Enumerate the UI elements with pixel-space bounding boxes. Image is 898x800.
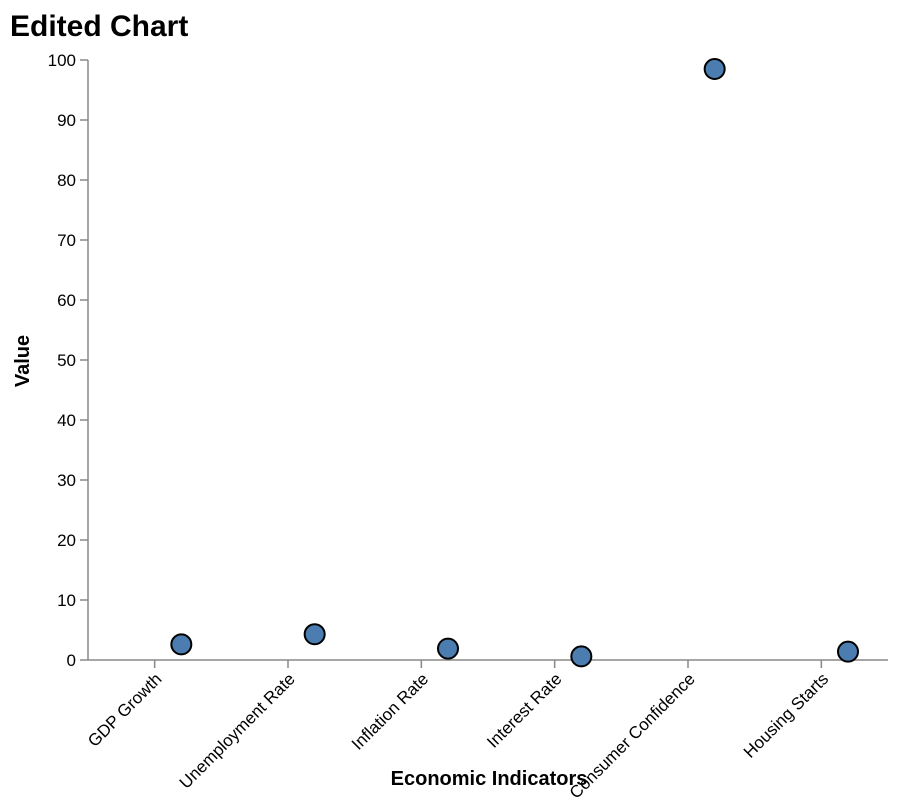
x-tick-label: Unemployment Rate bbox=[176, 669, 299, 792]
y-axis-title: Value bbox=[12, 335, 34, 387]
data-points bbox=[170, 58, 859, 668]
x-axis-title: Economic Indicators bbox=[391, 768, 588, 790]
x-tick-label: GDP Growth bbox=[84, 669, 165, 750]
data-point bbox=[703, 58, 726, 80]
data-point bbox=[437, 637, 459, 660]
data-point bbox=[570, 645, 593, 668]
y-tick-label: 70 bbox=[57, 231, 76, 250]
y-tick-label: 40 bbox=[57, 411, 76, 430]
y-tick-label: 10 bbox=[57, 591, 76, 610]
x-tick-label: Inflation Rate bbox=[348, 669, 432, 753]
data-point bbox=[837, 640, 859, 663]
y-tick-label: 20 bbox=[57, 531, 76, 550]
x-tick-label: Interest Rate bbox=[483, 669, 565, 751]
y-axis-ticks: 0 10 20 30 40 50 60 70 80 90 100 bbox=[48, 51, 88, 670]
plot-area: 0 10 20 30 40 50 60 70 80 90 100 GDP Growth Unemplo… bbox=[48, 51, 888, 800]
y-tick-label: 90 bbox=[57, 111, 76, 130]
y-tick-label: 30 bbox=[57, 471, 76, 490]
y-tick-label: 50 bbox=[57, 351, 76, 370]
x-tick-label: Housing Starts bbox=[740, 669, 832, 761]
y-tick-label: 100 bbox=[48, 51, 76, 70]
chart-title: Edited Chart bbox=[10, 10, 188, 43]
y-tick-label: 0 bbox=[67, 651, 76, 670]
data-point bbox=[170, 633, 193, 656]
y-tick-label: 80 bbox=[57, 171, 76, 190]
data-point bbox=[303, 623, 326, 646]
y-tick-label: 60 bbox=[57, 291, 76, 310]
